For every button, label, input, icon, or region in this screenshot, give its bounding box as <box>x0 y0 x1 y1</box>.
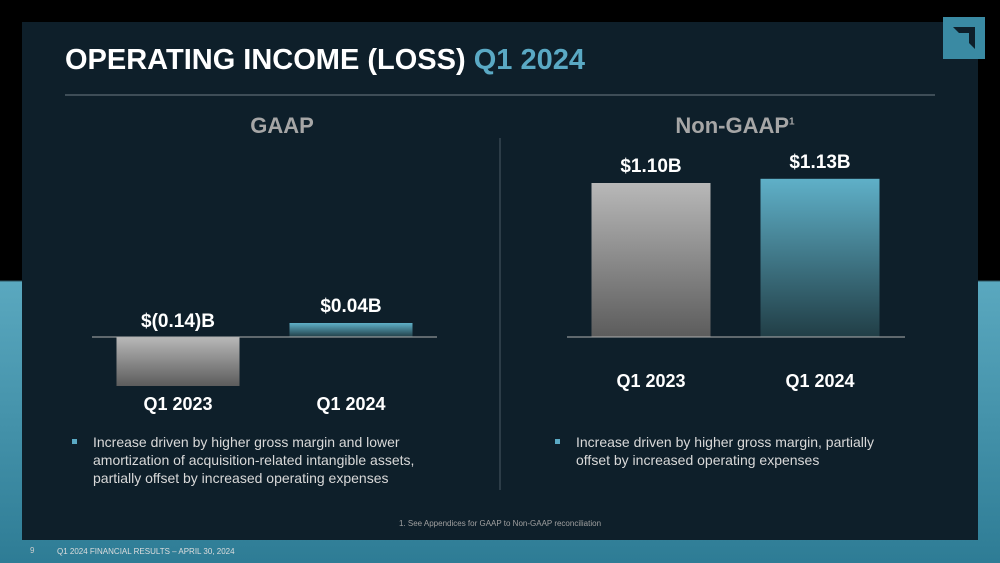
footer: Q1 2024 FINANCIAL RESULTS – APRIL 30, 20… <box>57 547 235 556</box>
value-label: $(0.14)B <box>141 311 215 332</box>
title-highlight: Q1 2024 <box>473 44 585 76</box>
logo-mark <box>953 27 975 49</box>
bullet: Increase driven by higher gross margin, … <box>555 433 911 469</box>
page-number: 9 <box>30 546 35 555</box>
chart-title-text: GAAP <box>250 113 314 138</box>
chart-title: Non-GAAP1 <box>585 113 885 139</box>
bar <box>289 323 413 337</box>
value-label: $1.10B <box>620 156 681 177</box>
value-label: $1.13B <box>789 152 850 173</box>
x-tick-label: Q1 2023 <box>143 394 212 414</box>
footnote-marker: 1 <box>789 116 795 128</box>
bullet: Increase driven by higher gross margin a… <box>72 433 438 487</box>
bar <box>591 183 711 337</box>
bar <box>760 178 880 337</box>
footnote: 1. See Appendices for GAAP to Non-GAAP r… <box>398 519 602 528</box>
value-label: $0.04B <box>320 296 381 317</box>
chart-title: GAAP <box>132 113 432 139</box>
slide-title: OPERATING INCOME (LOSS) Q1 2024 <box>65 44 585 77</box>
logo <box>943 17 985 59</box>
x-tick-label: Q1 2023 <box>616 371 685 391</box>
x-tick-label: Q1 2024 <box>785 371 854 391</box>
chart-title-text: Non-GAAP <box>675 113 790 138</box>
title-text: OPERATING INCOME (LOSS) <box>65 44 466 76</box>
x-tick-label: Q1 2024 <box>316 394 385 414</box>
bar <box>116 337 240 386</box>
